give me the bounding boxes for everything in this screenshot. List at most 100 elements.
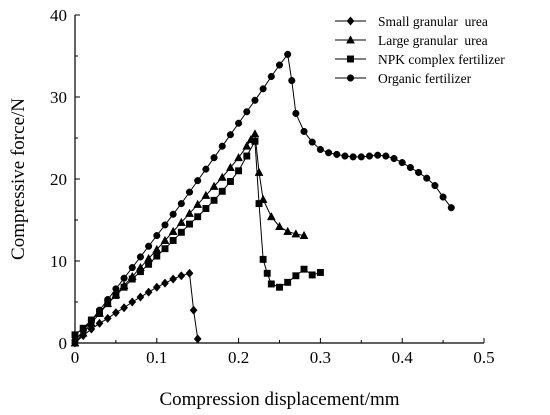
y-tick-label: 40 <box>50 6 67 25</box>
series-diamond <box>71 268 202 348</box>
data-point <box>251 96 259 104</box>
data-point <box>316 269 324 276</box>
data-point <box>300 265 308 273</box>
data-point <box>177 200 185 208</box>
data-point <box>218 187 226 195</box>
data-point <box>267 280 275 288</box>
data-point <box>144 287 153 297</box>
legend-marker <box>347 55 354 63</box>
data-point <box>235 167 243 175</box>
y-tick-label: 30 <box>50 88 67 107</box>
data-point <box>153 252 161 260</box>
data-point <box>242 141 252 150</box>
data-point <box>365 152 374 160</box>
data-point <box>104 295 112 304</box>
data-point <box>145 260 153 268</box>
data-point <box>341 152 349 160</box>
data-point <box>193 199 203 208</box>
data-point <box>71 336 79 345</box>
data-point <box>243 108 251 116</box>
data-point <box>300 127 308 135</box>
data-point <box>128 297 137 307</box>
series-line <box>74 272 199 344</box>
data-point <box>161 278 169 288</box>
x-axis-title: Compression displacement/mm <box>159 389 399 410</box>
data-point <box>120 303 129 313</box>
data-point <box>128 275 136 283</box>
data-point <box>374 151 382 159</box>
data-point <box>308 138 316 146</box>
data-point <box>120 274 128 282</box>
legend-item: Organic fertilizer <box>335 71 472 86</box>
data-point <box>254 167 264 176</box>
y-tick-label: 10 <box>50 252 67 271</box>
data-point <box>415 168 423 176</box>
legend-marker <box>346 16 355 26</box>
legend-label: Organic fertilizer <box>378 71 472 86</box>
data-point <box>145 242 153 250</box>
legend-item: Large granular urea <box>335 33 488 48</box>
data-point <box>226 131 234 139</box>
series-square <box>71 137 324 339</box>
data-point <box>357 153 365 161</box>
series-circle <box>71 50 455 345</box>
data-point <box>169 237 177 244</box>
data-point <box>169 210 177 218</box>
data-point <box>176 217 186 226</box>
data-point <box>152 282 161 292</box>
data-point <box>250 129 260 138</box>
data-point <box>267 72 275 81</box>
legend-label: Large granular urea <box>378 33 488 48</box>
data-point <box>194 177 202 185</box>
data-point <box>95 306 104 314</box>
data-point <box>235 119 243 127</box>
series-layer <box>70 50 455 348</box>
data-point <box>202 165 210 173</box>
data-point <box>255 200 263 208</box>
data-point <box>177 228 185 236</box>
data-point <box>136 253 144 261</box>
data-point <box>423 174 431 182</box>
plot-area: 0 0.1 0.2 0.3 0.4 0.5 0 10 20 30 40 <box>50 6 495 367</box>
data-point <box>103 313 112 323</box>
data-point <box>276 283 283 291</box>
data-point <box>111 308 120 318</box>
data-point <box>112 285 120 293</box>
data-point <box>87 324 96 334</box>
data-point <box>316 145 324 154</box>
data-point <box>136 268 144 276</box>
data-point <box>128 264 136 272</box>
data-point <box>79 327 87 335</box>
legend-marker <box>346 35 355 44</box>
data-point <box>283 226 293 235</box>
data-point <box>210 154 218 162</box>
data-point <box>226 178 234 185</box>
data-point <box>349 153 357 161</box>
data-point <box>292 109 300 117</box>
data-point <box>398 159 406 167</box>
data-point <box>333 150 341 158</box>
data-point <box>259 255 267 263</box>
data-point <box>284 278 292 286</box>
x-tick-label: 0 <box>71 348 80 367</box>
data-point <box>439 193 447 201</box>
data-point <box>136 292 145 302</box>
y-tick-label: 0 <box>59 334 68 353</box>
data-point <box>120 283 128 291</box>
data-point <box>177 271 186 281</box>
data-point <box>193 334 202 344</box>
data-point <box>112 291 120 299</box>
data-point <box>325 149 333 157</box>
data-point <box>160 235 170 244</box>
data-point <box>275 221 284 231</box>
x-tick-label: 0.1 <box>146 348 167 367</box>
data-point <box>292 272 300 280</box>
data-point <box>95 318 104 328</box>
data-point <box>243 152 251 160</box>
data-point <box>217 172 227 181</box>
data-point <box>390 154 398 163</box>
legend-label: NPK complex fertilizer <box>378 52 505 67</box>
data-point <box>185 268 194 278</box>
data-point <box>210 196 218 204</box>
data-point <box>194 213 202 221</box>
